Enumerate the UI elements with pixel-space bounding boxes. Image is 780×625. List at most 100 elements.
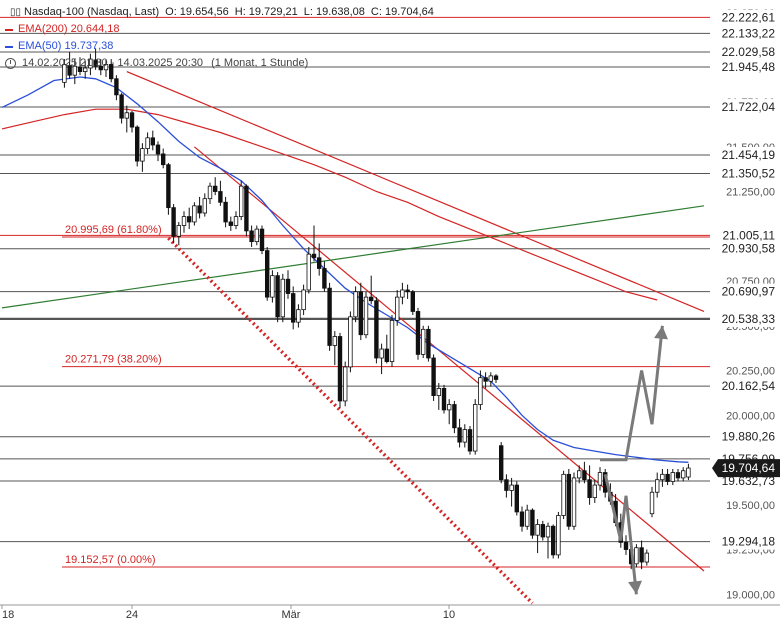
fib-label: 20.271,79 (38.20%) xyxy=(65,354,162,366)
level-tag-bg xyxy=(712,99,778,116)
candle-body xyxy=(483,377,488,382)
candle-body xyxy=(530,509,535,536)
level-tag-bg xyxy=(712,25,778,42)
candle-body xyxy=(379,348,384,359)
candle-body xyxy=(670,472,675,482)
x-tick-label: 18 xyxy=(2,609,14,621)
candle-body xyxy=(363,296,369,336)
time-axis: 18 24 Mär 10 xyxy=(0,604,780,621)
candle-body xyxy=(535,524,540,536)
candle-body xyxy=(109,64,114,80)
legend-ohlc-row: ▯▯ Nasdaq-100 (Nasdaq, Last) O: 19.654,5… xyxy=(4,4,434,21)
level-label: 21.454,19 xyxy=(722,148,776,162)
candle-body xyxy=(129,112,135,128)
level-label: 21.722,04 xyxy=(722,100,776,114)
level-tag-bg xyxy=(712,9,778,26)
level-label: 19.880,26 xyxy=(722,430,776,444)
candlestick-icon: ▯▯ xyxy=(10,7,22,18)
level-label: 22.222,61 xyxy=(722,10,776,24)
candle-body xyxy=(103,64,109,71)
level-tag-bg xyxy=(712,533,778,550)
candle-body xyxy=(675,472,681,479)
candle-body xyxy=(207,185,213,200)
y-tick-label: 20.250,00 xyxy=(726,366,775,378)
candle-body xyxy=(290,293,296,323)
level-tag-bg xyxy=(712,59,778,76)
candle-body xyxy=(348,316,353,368)
candle-body xyxy=(98,65,103,71)
candle-body xyxy=(166,164,171,209)
candle-body xyxy=(150,137,155,146)
candle-body xyxy=(322,268,327,289)
level-label: 20.162,54 xyxy=(722,379,776,393)
candle-body xyxy=(634,547,639,565)
candle-body xyxy=(171,207,176,237)
legend-range-row: 14.02.2025 21:30 - 14.03.2025 20:30 (1 M… xyxy=(4,55,434,72)
level-tag-bg xyxy=(712,43,778,60)
candle-body xyxy=(83,67,88,72)
uptrend-line xyxy=(1,205,705,309)
level-label: 19.294,18 xyxy=(722,535,776,549)
candle-body xyxy=(275,275,280,318)
candle-body xyxy=(249,230,254,243)
candle-body xyxy=(394,296,400,321)
level-label: 22.029,58 xyxy=(722,45,776,59)
y-tick-label: 20.000,00 xyxy=(726,410,775,422)
level-tag-bg xyxy=(712,240,778,257)
candle-body xyxy=(571,477,577,527)
candle-body xyxy=(561,473,566,516)
candle-body xyxy=(88,58,93,69)
candle-body xyxy=(644,552,649,563)
candle-body xyxy=(498,445,504,481)
level-label: 21.350,52 xyxy=(722,167,776,181)
candle-body xyxy=(551,525,556,556)
candle-body xyxy=(493,375,499,380)
candle-body xyxy=(306,253,311,291)
ema50-swatch xyxy=(5,45,13,48)
candle-body xyxy=(452,404,457,429)
fibonacci-levels: 20.995,69 (61.80%) 20.271,79 (38.20%) 19.1… xyxy=(62,224,710,568)
candle-body xyxy=(202,198,207,214)
level-label: 21.945,48 xyxy=(722,60,776,74)
candle-body xyxy=(327,287,332,346)
candle-body xyxy=(244,185,249,232)
candle-body xyxy=(218,191,223,203)
downtrend-mid-line xyxy=(194,146,705,572)
candle-body xyxy=(342,366,348,402)
candle-body xyxy=(181,216,187,226)
candle-body xyxy=(566,473,571,527)
projection-down-arrow xyxy=(603,473,638,595)
interval-text: (1 Monat, 1 Stunde) xyxy=(211,57,309,69)
candle-body xyxy=(62,64,67,83)
candle-body xyxy=(270,275,275,298)
trendlines xyxy=(1,71,705,605)
legend-ema50-row[interactable]: EMA(50) 19.737,38 xyxy=(4,38,434,55)
candle-body xyxy=(472,404,478,452)
candle-body xyxy=(577,470,582,479)
projection-up-arrow-head xyxy=(654,325,668,340)
candle-body xyxy=(145,137,150,149)
price-axis: 19.000,0019.250,0019.500,0019.750,0020.0… xyxy=(710,0,780,625)
candle-body xyxy=(197,205,202,214)
candle-body xyxy=(228,221,233,226)
candle-body xyxy=(514,484,519,513)
y-tick-label: 19.500,00 xyxy=(726,500,775,512)
downtrend-channel-lower-line xyxy=(167,236,534,605)
level-label: 20.930,58 xyxy=(722,242,776,256)
candle-body xyxy=(478,377,483,405)
candle-body xyxy=(119,94,124,119)
candle-body xyxy=(368,296,374,302)
candle-body xyxy=(660,473,665,481)
candle-body xyxy=(681,470,686,479)
candlesticks xyxy=(62,48,691,570)
legend-ema200-row[interactable]: EMA(200) 20.644,18 xyxy=(4,21,434,38)
level-label: 20.538,33 xyxy=(722,312,776,326)
level-label: 20.690,97 xyxy=(722,285,776,299)
fib-label: 19.152,57 (0.00%) xyxy=(65,554,156,566)
date-range: 14.02.2025 21:30 - 14.03.2025 20:30 xyxy=(22,57,204,69)
candle-body xyxy=(467,429,473,452)
candle-body xyxy=(374,300,379,359)
candle-body xyxy=(582,470,587,481)
x-tick-label: 24 xyxy=(126,609,138,621)
